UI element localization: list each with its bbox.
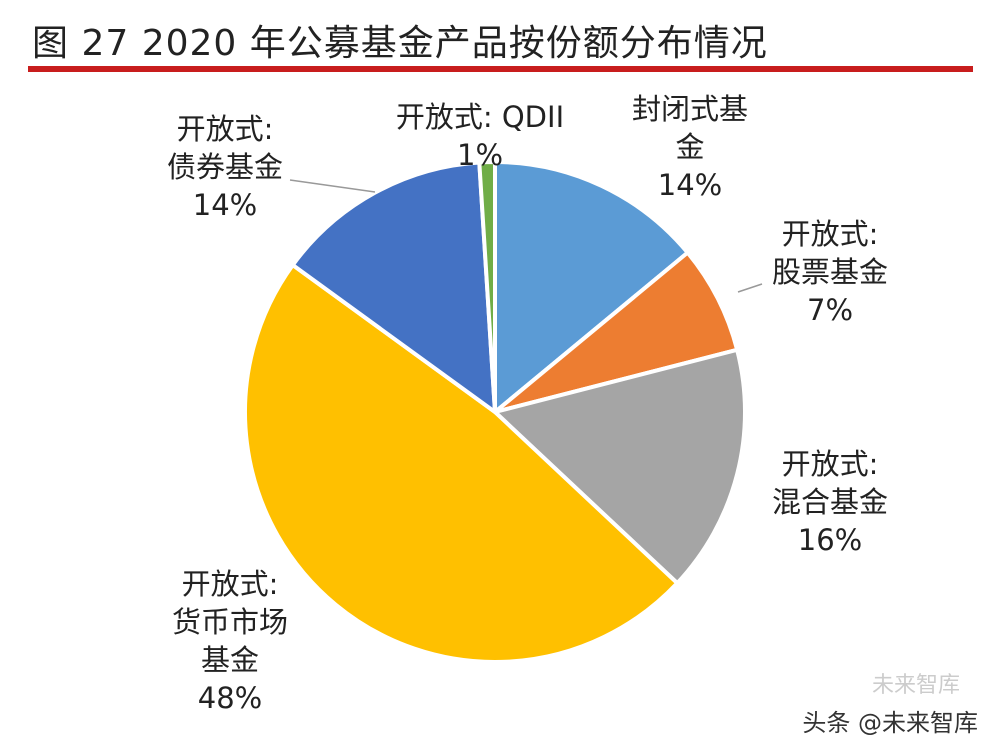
watermark-logo: 未来智库 xyxy=(871,673,960,698)
slice-label-text: 开放式: 货币市场 基金 xyxy=(171,567,289,677)
pie-slice-3 xyxy=(243,262,681,664)
chart-title: 图 27 2020 年公募基金产品按份额分布情况 xyxy=(32,23,768,64)
slice-pct-label: 48% xyxy=(197,681,263,715)
pie-slice-0 xyxy=(493,159,691,417)
leader-line-1 xyxy=(737,283,763,293)
slice-label-text: 封闭式基 金 xyxy=(631,92,749,164)
slice-label-0: 封闭式基 金 14% xyxy=(632,90,748,204)
slice-label-5: 开放式: QDII 1% xyxy=(396,98,564,174)
slice-label-text: 开放式: 股票基金 xyxy=(771,217,889,289)
title-rule xyxy=(28,66,973,72)
pie-slice-4 xyxy=(289,160,498,417)
slice-pct-label: 7% xyxy=(806,293,854,327)
pie-slice-2 xyxy=(490,347,747,586)
slice-label-text: 开放式: 债券基金 xyxy=(166,112,284,184)
slice-label-text: 开放式: 混合基金 xyxy=(771,447,889,519)
slice-label-3: 开放式: 货币市场 基金 48% xyxy=(172,565,288,717)
pie-slice-1 xyxy=(493,249,740,414)
slice-pct-label: 16% xyxy=(797,523,863,557)
slice-pct-label: 1% xyxy=(456,138,504,172)
slice-pct-label: 14% xyxy=(192,188,258,222)
pie-slice-5 xyxy=(477,159,497,413)
slice-label-2: 开放式: 混合基金 16% xyxy=(772,445,888,559)
watermark: 头条 @未来智库 xyxy=(802,709,978,737)
slice-label-text: 开放式: QDII xyxy=(395,100,565,134)
leader-line-0 xyxy=(289,179,376,193)
slice-label-4: 开放式: 债券基金 14% xyxy=(167,110,283,224)
slice-pct-label: 14% xyxy=(657,168,723,202)
slice-label-1: 开放式: 股票基金 7% xyxy=(772,215,888,329)
